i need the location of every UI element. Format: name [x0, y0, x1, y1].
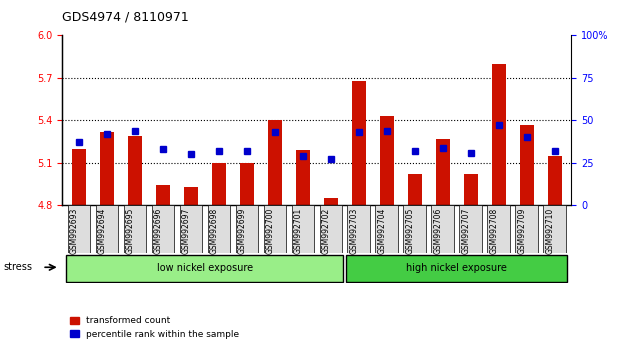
Text: GSM992693: GSM992693	[70, 208, 79, 254]
Bar	[351, 81, 366, 205]
Bar	[96, 205, 118, 253]
Legend: transformed count, percentile rank within the sample: transformed count, percentile rank withi…	[66, 313, 243, 342]
Text: GSM992695: GSM992695	[126, 208, 135, 254]
Bar	[407, 174, 422, 205]
Text: GSM992697: GSM992697	[182, 208, 191, 254]
Bar	[376, 205, 398, 253]
Bar	[66, 255, 343, 282]
Text: GSM992710: GSM992710	[545, 208, 555, 254]
Bar	[346, 255, 567, 282]
Text: GSM992703: GSM992703	[350, 208, 359, 254]
Text: GSM992700: GSM992700	[266, 208, 274, 254]
Bar	[72, 149, 86, 205]
Text: GSM992708: GSM992708	[489, 208, 499, 254]
Bar	[492, 64, 505, 205]
Bar	[379, 116, 394, 205]
Text: GSM992702: GSM992702	[322, 208, 331, 254]
Bar	[268, 120, 282, 205]
Bar	[263, 205, 286, 253]
Text: GSM992707: GSM992707	[461, 208, 471, 254]
Bar	[212, 163, 226, 205]
Bar	[548, 156, 561, 205]
Bar	[435, 139, 450, 205]
Text: GSM992701: GSM992701	[294, 208, 302, 254]
Bar	[100, 132, 114, 205]
Text: GSM992709: GSM992709	[517, 208, 527, 254]
Bar	[464, 174, 478, 205]
Bar	[240, 163, 254, 205]
Text: high nickel exposure: high nickel exposure	[406, 263, 507, 273]
Bar	[515, 205, 538, 253]
Text: GSM992699: GSM992699	[238, 208, 247, 254]
Bar	[487, 205, 510, 253]
Bar	[324, 198, 338, 205]
Bar	[520, 125, 533, 205]
Bar	[348, 205, 370, 253]
Text: GSM992698: GSM992698	[210, 208, 219, 254]
Bar	[124, 205, 146, 253]
Bar	[291, 205, 314, 253]
Bar	[320, 205, 342, 253]
Bar	[184, 187, 198, 205]
Text: GSM992694: GSM992694	[98, 208, 107, 254]
Text: low nickel exposure: low nickel exposure	[156, 263, 253, 273]
Bar	[179, 205, 202, 253]
Text: GSM992704: GSM992704	[378, 208, 387, 254]
Bar	[128, 136, 142, 205]
Bar	[543, 205, 566, 253]
Bar	[207, 205, 230, 253]
Text: GDS4974 / 8110971: GDS4974 / 8110971	[62, 11, 189, 24]
Text: GSM992705: GSM992705	[406, 208, 415, 254]
Bar	[296, 150, 310, 205]
Bar	[460, 205, 482, 253]
Bar	[156, 185, 170, 205]
Text: GSM992696: GSM992696	[154, 208, 163, 254]
Bar	[235, 205, 258, 253]
Text: GSM992706: GSM992706	[433, 208, 443, 254]
Bar	[68, 205, 90, 253]
Bar	[404, 205, 426, 253]
Bar	[432, 205, 454, 253]
Bar	[152, 205, 174, 253]
Text: stress: stress	[3, 262, 32, 272]
